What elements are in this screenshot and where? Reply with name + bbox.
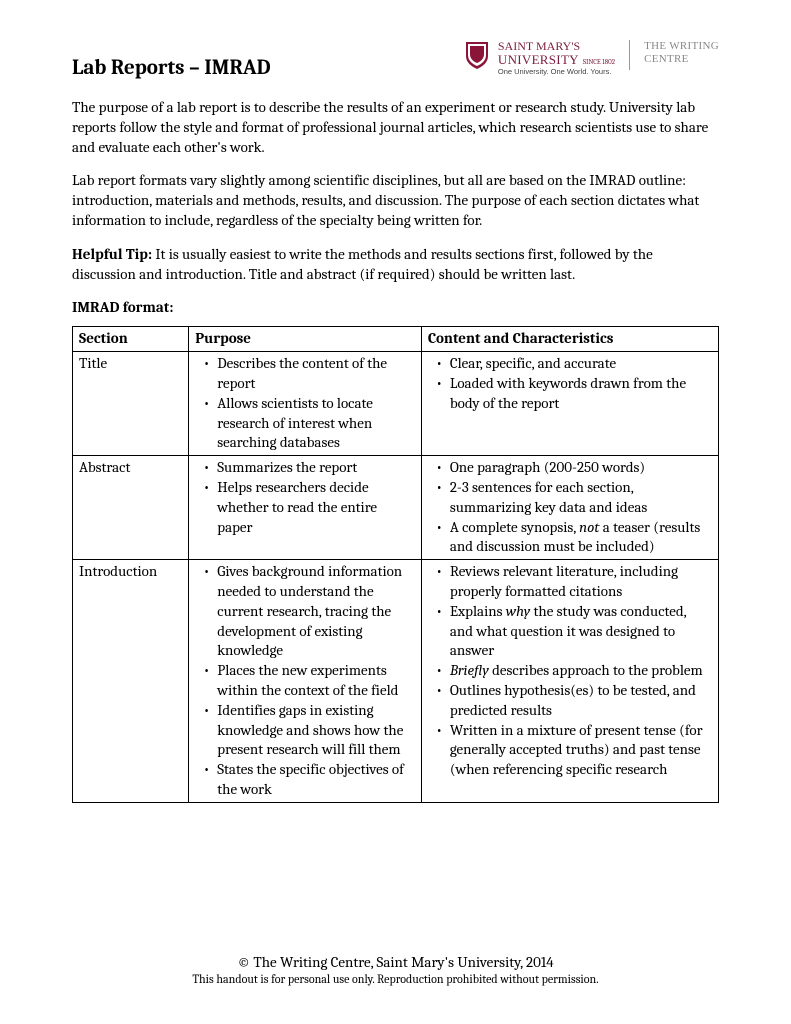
cell-purpose: Gives background information needed to u… [189,560,422,803]
list-item: Outlines hypothesis(es) to be tested, an… [428,681,712,721]
cell-section: Introduction [73,560,189,803]
cell-section: Title [73,352,189,456]
cell-content: Reviews relevant literature, including p… [421,560,718,803]
intro-para-2: Lab report formats vary slightly among s… [72,171,719,230]
logo-main-bottom: UNIVERSITY [498,53,579,67]
table-header-row: Section Purpose Content and Characterist… [73,327,719,352]
th-purpose: Purpose [189,327,422,352]
cell-purpose: Describes the content of the reportAllow… [189,352,422,456]
helpful-tip: Helpful Tip: It is usually easiest to wr… [72,245,719,285]
logo-main-top: SAINT MARY'S [498,40,580,53]
table-body: TitleDescribes the content of the report… [73,352,719,803]
logo-since: SINCE 1802 [583,59,615,66]
list-item: Allows scientists to locate research of … [195,394,415,453]
list-item: Clear, specific, and accurate [428,354,712,374]
list-item: Helps researchers decide whether to read… [195,478,415,537]
cell-content: Clear, specific, and accurateLoaded with… [421,352,718,456]
list-item: Describes the content of the report [195,354,415,394]
th-content: Content and Characteristics [421,327,718,352]
list-item: Places the new experiments within the co… [195,661,415,701]
list-item: Briefly describes approach to the proble… [428,661,712,681]
logo-right: THE WRITING CENTRE [644,40,719,66]
cell-content: One paragraph (200-250 words)2-3 sentenc… [421,456,718,560]
list-item: Summarizes the report [195,458,415,478]
logo-right-top: THE WRITING [644,40,719,53]
list-item: Loaded with keywords drawn from the body… [428,374,712,414]
intro-para-1: The purpose of a lab report is to descri… [72,98,719,157]
imrad-table: Section Purpose Content and Characterist… [72,326,719,802]
list-item: A complete synopsis, not a teaser (resul… [428,518,712,558]
list-item: 2-3 sentences for each section, summariz… [428,478,712,518]
logo-text: SAINT MARY'S UNIVERSITY SINCE 1802 One U… [498,40,615,76]
tip-label: Helpful Tip: [72,245,152,263]
list-item: Identifies gaps in existing knowledge an… [195,701,415,760]
tip-text: It is usually easiest to write the metho… [72,245,653,283]
cell-section: Abstract [73,456,189,560]
footer: © The Writing Centre, Saint Mary's Unive… [72,953,719,986]
th-section: Section [73,327,189,352]
list-item: Explains why the study was conducted, an… [428,602,712,661]
table-row: TitleDescribes the content of the report… [73,352,719,456]
list-item: Reviews relevant literature, including p… [428,562,712,602]
logo-divider [629,40,630,70]
logo-tagline: One University. One World. Yours. [498,68,615,76]
list-item: Written in a mixture of present tense (f… [428,721,712,780]
logo-right-bottom: CENTRE [644,53,719,66]
shield-icon [464,40,490,70]
footer-notice: This handout is for personal use only. R… [72,972,719,986]
format-heading: IMRAD format: [72,298,719,316]
table-row: IntroductionGives background information… [73,560,719,803]
header-logo: SAINT MARY'S UNIVERSITY SINCE 1802 One U… [464,40,719,76]
cell-purpose: Summarizes the reportHelps researchers d… [189,456,422,560]
list-item: States the specific objectives of the wo… [195,760,415,800]
footer-copyright: © The Writing Centre, Saint Mary's Unive… [72,953,719,971]
list-item: Gives background information needed to u… [195,562,415,661]
list-item: One paragraph (200-250 words) [428,458,712,478]
table-row: AbstractSummarizes the reportHelps resea… [73,456,719,560]
